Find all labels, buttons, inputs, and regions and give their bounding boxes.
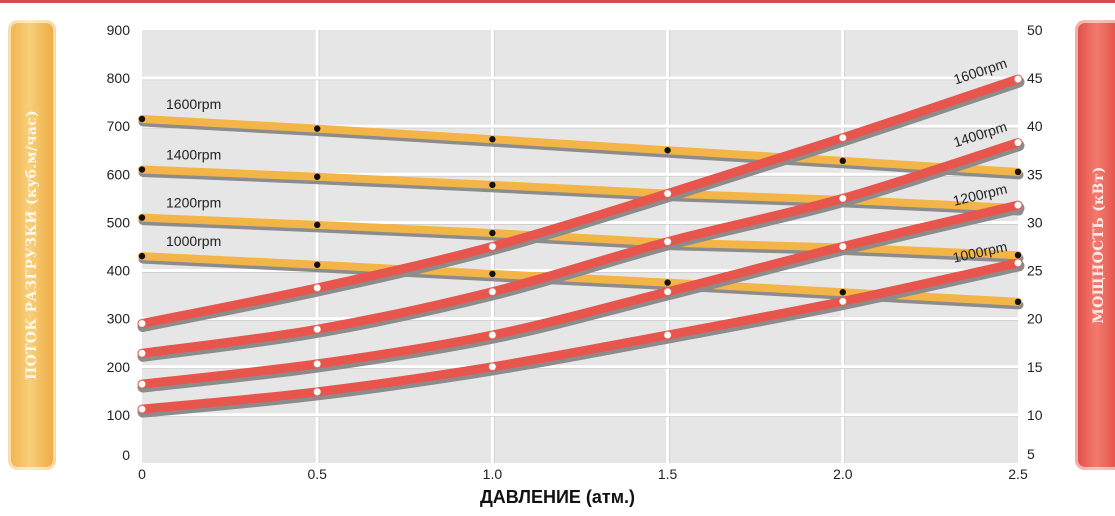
data-point-1200rpm-right: [313, 359, 322, 369]
x-tick-label: 0: [138, 466, 146, 482]
y-right-tick-label: 20: [1027, 311, 1043, 327]
y-right-tick-label: 40: [1027, 118, 1043, 134]
right-axis-banner: МОЩНОСТЬ (кВт): [1075, 20, 1115, 470]
y-left-tick-label: 800: [107, 70, 131, 86]
y-right-tick-label: 45: [1027, 70, 1043, 86]
data-point-1200rpm-left: [1014, 251, 1022, 259]
data-point-1600rpm-right: [488, 242, 497, 251]
top-border-line: [0, 0, 1115, 3]
data-point-1600rpm-right: [313, 283, 322, 293]
y-left-tick-label: 600: [107, 166, 131, 182]
y-right-tick-label: 30: [1027, 214, 1043, 230]
data-point-1400rpm-left: [314, 173, 321, 180]
data-point-1200rpm-left: [314, 221, 321, 229]
data-point-1400rpm-right: [137, 349, 147, 358]
y-left-tick-label: 400: [107, 263, 131, 279]
data-point-1000rpm-right: [1013, 258, 1023, 268]
series-label-1400rpm-left: 1400rpm: [166, 147, 221, 163]
data-point-1000rpm-right: [838, 297, 847, 306]
data-point-1400rpm-right: [488, 287, 497, 296]
data-point-1000rpm-left: [138, 252, 146, 260]
x-tick-label: 2.0: [833, 466, 853, 482]
data-point-1000rpm-right: [313, 387, 322, 396]
y-right-tick-label: 10: [1027, 407, 1043, 423]
data-point-1000rpm-right: [488, 362, 497, 371]
y-right-tick-label: 50: [1027, 22, 1043, 38]
y-left-tick-label: 900: [107, 22, 131, 38]
y-right-tick-label: 25: [1027, 263, 1043, 279]
data-point-1200rpm-left: [138, 214, 146, 221]
data-point-1000rpm-left: [314, 261, 321, 268]
x-tick-label: 1.0: [483, 466, 503, 482]
y-right-tick-label: 15: [1027, 359, 1043, 375]
x-tick-label: 1.5: [658, 466, 678, 482]
data-point-1200rpm-left: [489, 229, 496, 237]
series-line-1400rpm-right: [137, 138, 1023, 358]
data-point-1400rpm-left: [489, 181, 496, 189]
data-point-1200rpm-right: [1013, 200, 1023, 210]
y-left-tick-label: 100: [107, 407, 131, 423]
data-point-1600rpm-left: [1014, 168, 1022, 176]
series-line-1000rpm-right: [137, 258, 1023, 414]
data-point-1200rpm-right: [838, 242, 847, 251]
data-point-1600rpm-right: [137, 319, 147, 328]
left-axis-banner: ПОТОК РАЗГРУЗКИ (куб.м/час): [8, 20, 56, 470]
series-line-1600rpm-left: [138, 115, 1022, 176]
y-right-tick-label: 5: [1027, 446, 1035, 462]
y-left-tick-label: 0: [122, 447, 130, 463]
data-point-1200rpm-right: [488, 330, 497, 340]
series-line-1600rpm-right: [137, 74, 1023, 328]
x-tick-label: 0.5: [307, 466, 327, 482]
data-point-1400rpm-right: [663, 237, 672, 246]
data-point-1000rpm-left: [839, 289, 846, 296]
series-line-1200rpm-right: [137, 200, 1023, 389]
data-point-1600rpm-right: [838, 133, 847, 142]
data-point-1600rpm-left: [138, 115, 146, 123]
data-point-1600rpm-left: [839, 157, 846, 165]
data-point-1000rpm-left: [1014, 298, 1022, 306]
series-line-1400rpm-left: [138, 165, 1022, 213]
y-left-tick-label: 700: [107, 118, 131, 134]
data-point-1600rpm-left: [314, 125, 321, 132]
data-point-1000rpm-left: [489, 270, 496, 278]
data-point-1400rpm-right: [838, 194, 847, 203]
x-axis-label: ДАВЛЕНИЕ (атм.): [479, 487, 636, 507]
y-left-tick-label: 300: [107, 311, 131, 327]
data-point-1600rpm-right: [1013, 74, 1023, 84]
data-point-1600rpm-right: [663, 189, 672, 198]
series-label-1200rpm-left: 1200rpm: [166, 195, 221, 211]
data-point-1000rpm-right: [137, 404, 147, 414]
data-point-1600rpm-left: [489, 136, 496, 143]
data-point-1000rpm-right: [663, 330, 672, 340]
data-point-1400rpm-right: [1013, 138, 1023, 147]
data-point-1000rpm-left: [664, 279, 671, 286]
data-point-1200rpm-right: [137, 379, 147, 389]
data-point-1400rpm-right: [313, 325, 322, 334]
series-line-1200rpm-left: [138, 213, 1022, 260]
data-point-1200rpm-right: [663, 287, 672, 296]
data-point-1600rpm-left: [664, 147, 671, 154]
data-point-1400rpm-left: [138, 166, 146, 173]
y-left-tick-label: 200: [107, 359, 131, 375]
y-right-tick-label: 35: [1027, 166, 1043, 182]
series-label-1000rpm-left: 1000rpm: [166, 233, 221, 249]
y-left-tick-label: 500: [107, 214, 131, 230]
series-label-1600rpm-left: 1600rpm: [166, 96, 221, 112]
x-tick-label: 2.5: [1008, 466, 1028, 482]
